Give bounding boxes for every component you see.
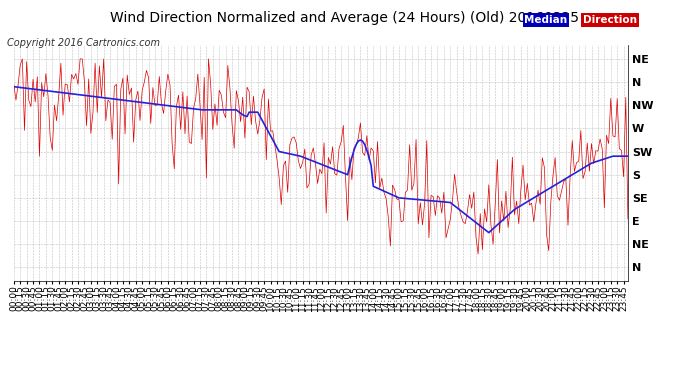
Text: Copyright 2016 Cartronics.com: Copyright 2016 Cartronics.com <box>7 38 160 48</box>
Text: Median: Median <box>524 15 567 25</box>
Text: Wind Direction Normalized and Average (24 Hours) (Old) 20160325: Wind Direction Normalized and Average (2… <box>110 11 580 25</box>
Text: Direction: Direction <box>583 15 637 25</box>
